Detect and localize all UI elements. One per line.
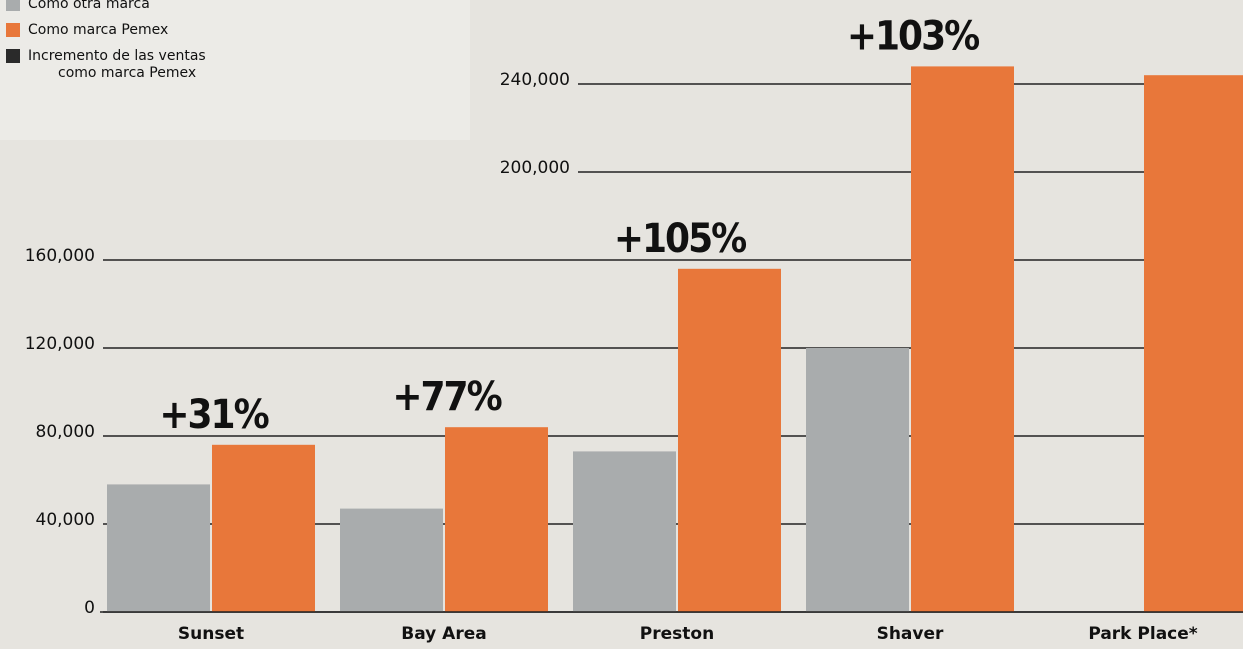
bar [1144,75,1243,612]
x-tick-label: Bay Area [401,624,486,644]
x-tick-label: Shaver [877,624,944,644]
x-tick-label: Sunset [178,624,244,644]
y-tick-label: 200,000 [500,158,570,178]
legend-label: Como otra marca [28,0,150,12]
x-tick-label: Park Place* [1088,624,1197,644]
y-tick-label: 160,000 [25,246,95,266]
legend-label: Como marca Pemex [28,22,168,38]
chart: 0 40,000 80,000 120,000 160,000 200,000 240,00… [0,0,1243,649]
y-tick-label: 120,000 [25,334,95,354]
legend-swatch [6,0,20,11]
y-tick-label: 240,000 [500,70,570,90]
y-tick-label: 80,000 [36,422,95,442]
growth-label: +77% [392,374,501,420]
y-tick-label: 0 [84,598,95,618]
x-tick-label: Preston [640,624,714,644]
legend-swatch [6,23,20,37]
growth-label: +105% [614,216,746,262]
bar [340,509,443,612]
growth-label: +103% [847,13,979,59]
bar [107,484,210,612]
growth-label: +31% [159,392,268,438]
bar [573,451,676,612]
legend-swatch [6,49,20,63]
bar [445,427,548,612]
bar [806,348,909,612]
y-tick-label: 40,000 [36,510,95,530]
bar [678,269,781,612]
bar [911,66,1014,612]
bar [212,445,315,612]
